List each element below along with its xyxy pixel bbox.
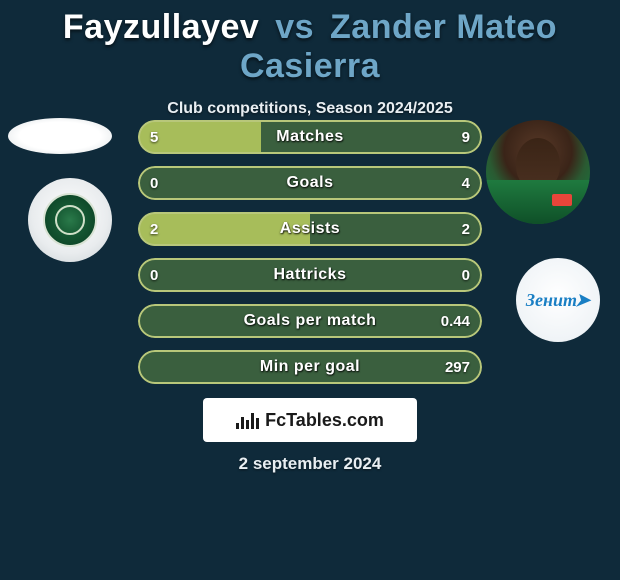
stat-row: 297Min per goal (138, 350, 482, 384)
fctables-text: FcTables.com (265, 410, 384, 431)
stat-row: 0.44Goals per match (138, 304, 482, 338)
fctables-bars-icon (236, 411, 259, 429)
stat-label: Hattricks (138, 258, 482, 292)
stat-row: 00Hattricks (138, 258, 482, 292)
player2-club-logo: Зенит➤ (516, 258, 600, 342)
player1-club-logo (28, 178, 112, 262)
stat-row: 22Assists (138, 212, 482, 246)
stat-row: 04Goals (138, 166, 482, 200)
stat-bars: 59Matches 04Goals 22Assists 00Hattricks 0.44… (138, 120, 482, 396)
stat-label: Min per goal (138, 350, 482, 384)
stat-label: Goals per match (138, 304, 482, 338)
fctables-watermark: FcTables.com (203, 398, 417, 442)
stat-label: Matches (138, 120, 482, 154)
player2-jersey-badge (552, 194, 572, 206)
stat-label: Goals (138, 166, 482, 200)
stat-row: 59Matches (138, 120, 482, 154)
comparison-title: Fayzullayev vs Zander Mateo Casierra (0, 0, 620, 86)
player1-name: Fayzullayev (63, 8, 259, 46)
player1-avatar (8, 118, 112, 154)
player2-jersey (486, 180, 590, 224)
player2-avatar (486, 120, 590, 224)
date-label: 2 september 2024 (0, 454, 620, 474)
vs-text: vs (275, 8, 314, 46)
player1-club-crest (43, 193, 97, 247)
player2-club-arrow-icon: ➤ (575, 290, 590, 311)
subtitle: Club competitions, Season 2024/2025 (0, 100, 620, 118)
stat-label: Assists (138, 212, 482, 246)
player2-club-text: Зенит (526, 290, 577, 311)
